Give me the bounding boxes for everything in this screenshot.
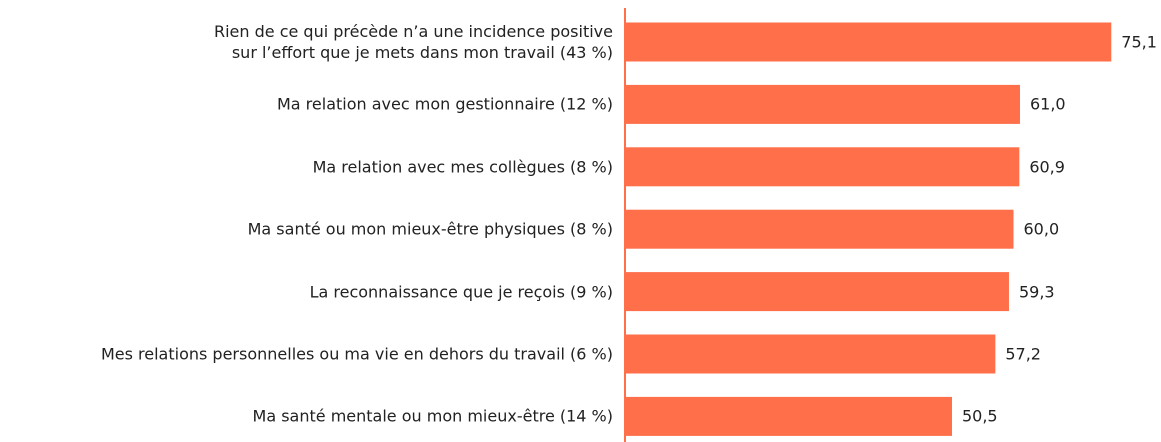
value-label: 60,9 xyxy=(1029,157,1065,177)
category-label: Ma santé ou mon mieux-être physiques (8 … xyxy=(247,219,613,239)
bar xyxy=(625,334,996,374)
category-label: Ma relation avec mes collègues (8 %) xyxy=(312,157,613,177)
value-label: 57,2 xyxy=(1005,344,1041,364)
bar xyxy=(625,272,1009,312)
value-label: 61,0 xyxy=(1029,94,1066,114)
value-label: 75,1 xyxy=(1121,32,1157,52)
category-label: Ma relation avec mon gestionnaire (12 %) xyxy=(276,94,613,114)
category-label: Mes relations personnelles ou ma vie en … xyxy=(100,344,613,364)
bar xyxy=(625,209,1014,249)
value-label: 59,3 xyxy=(1018,282,1055,302)
value-label: 60,0 xyxy=(1023,219,1060,239)
bar xyxy=(625,396,952,436)
category-label: La reconnaissance que je reçois (9 %) xyxy=(309,282,613,302)
bar xyxy=(625,22,1112,62)
bar xyxy=(625,147,1020,187)
bar xyxy=(625,84,1020,124)
category-label: Rien de ce qui précède n’a une incidence… xyxy=(213,22,613,62)
value-label: 50,5 xyxy=(961,406,998,426)
category-label: Ma santé mentale ou mon mieux-être (14 %… xyxy=(252,406,613,426)
